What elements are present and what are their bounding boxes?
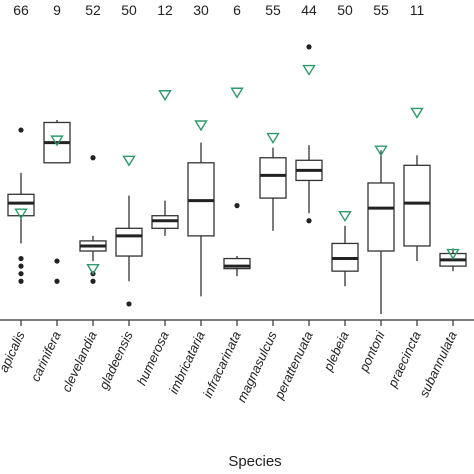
x-tick-label: subannulata xyxy=(416,329,460,400)
x-tick-label: carinifera xyxy=(28,329,64,384)
box xyxy=(367,182,395,252)
box xyxy=(115,227,143,257)
box-group xyxy=(295,44,323,224)
box xyxy=(403,164,431,247)
outlier-point xyxy=(126,301,132,307)
box xyxy=(7,193,35,217)
x-tick-label: gladeensis xyxy=(96,328,136,391)
outlier-point xyxy=(18,127,24,133)
outlier-point xyxy=(18,255,24,262)
outlier-point xyxy=(54,278,60,284)
sample-count: 11 xyxy=(410,2,425,18)
outlier-point xyxy=(18,271,24,277)
x-tick-label: pontoni xyxy=(356,328,389,375)
sample-count: 9 xyxy=(53,2,61,18)
outlier-point xyxy=(234,203,240,209)
box xyxy=(223,257,251,270)
x-tick-label: praecincta xyxy=(384,329,423,391)
box-group xyxy=(79,155,107,284)
sample-count: 30 xyxy=(193,2,209,18)
outlier-point xyxy=(54,258,60,264)
outlier-point xyxy=(90,278,96,284)
x-axis: ...sisapicaliscariniferaclevelandiaglade… xyxy=(0,319,474,405)
x-tick-label: perattenuata xyxy=(271,329,316,402)
sample-count: 66 xyxy=(13,2,29,18)
sample-count: 6 xyxy=(233,2,241,18)
box-group xyxy=(439,248,467,272)
sample-count: 55 xyxy=(373,2,389,18)
box-group xyxy=(151,90,179,236)
outlier-point xyxy=(306,218,312,224)
box-group xyxy=(367,145,395,314)
sample-count: 50 xyxy=(337,2,353,18)
x-tick-label: imbricataria xyxy=(166,329,208,396)
x-tick-label: plebeia xyxy=(320,329,352,374)
x-tick-label: sub... xyxy=(469,329,474,364)
sample-count: 12 xyxy=(157,2,173,18)
sample-count: 50 xyxy=(121,2,137,18)
triangle-marker xyxy=(302,64,316,76)
box-group xyxy=(259,132,287,231)
box-group xyxy=(43,119,71,284)
triangle-marker xyxy=(50,135,64,147)
triangle-marker xyxy=(338,211,352,223)
triangle-marker xyxy=(374,145,388,157)
triangle-marker xyxy=(230,87,244,99)
box-group xyxy=(187,120,215,297)
box-group xyxy=(403,107,431,262)
sample-count: 52 xyxy=(85,2,101,18)
x-tick-label: clevelandia xyxy=(59,329,100,394)
box-group xyxy=(223,87,251,277)
x-tick-label: humerosa xyxy=(134,329,172,388)
box-group xyxy=(115,155,143,307)
plot-area xyxy=(7,44,467,314)
triangle-marker xyxy=(266,132,280,144)
triangle-marker xyxy=(86,263,100,275)
outlier-point xyxy=(306,44,312,50)
x-axis-title: Species xyxy=(228,453,281,470)
outlier-point xyxy=(18,278,24,284)
sample-counts: 126695250123065544505511 xyxy=(13,2,425,18)
box-group xyxy=(7,127,35,284)
triangle-marker xyxy=(194,120,208,132)
triangle-marker xyxy=(446,248,460,260)
x-tick-label: apicalis xyxy=(0,328,28,374)
sample-count: 55 xyxy=(265,2,281,18)
outlier-point xyxy=(18,263,24,269)
triangle-marker xyxy=(158,90,172,102)
box-group xyxy=(331,211,359,287)
sample-count: 44 xyxy=(301,2,317,18)
box xyxy=(259,157,287,199)
outlier-point xyxy=(90,155,96,161)
triangle-marker xyxy=(14,208,28,220)
triangle-marker xyxy=(410,107,424,119)
triangle-marker xyxy=(122,155,136,167)
